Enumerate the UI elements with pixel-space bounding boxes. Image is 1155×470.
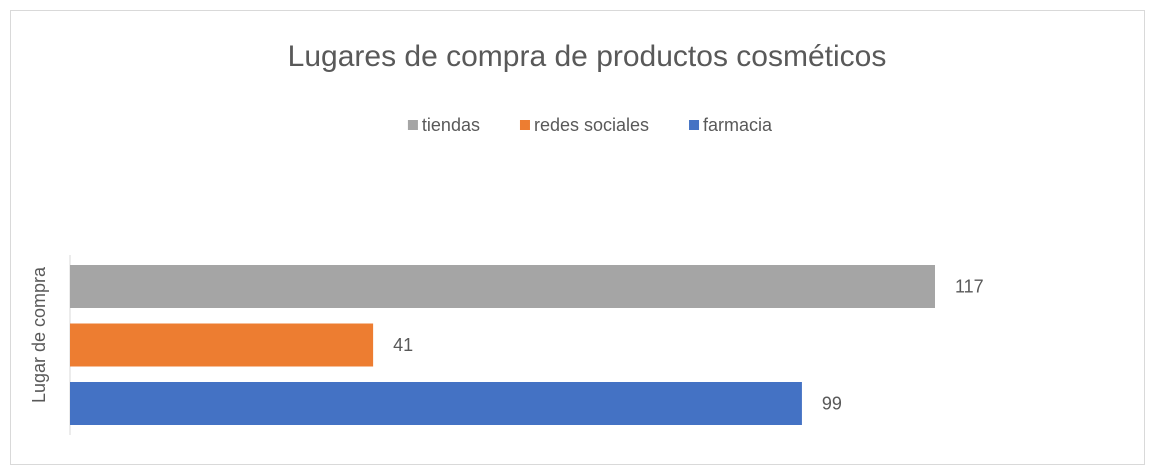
bar [70,382,802,425]
y-axis-title: Lugar de compra [29,266,49,403]
value-label: 41 [393,335,413,355]
value-label: 99 [822,393,842,413]
legend-label: farmacia [703,115,773,135]
bar [70,323,374,367]
legend-label: redes sociales [534,115,649,135]
legend-swatch [689,120,700,130]
chart-title: Lugares de compra de productos cosmético… [288,40,887,73]
value-label: 117 [955,276,984,296]
legend-swatch [407,120,418,130]
bar [70,265,935,308]
legend-swatch [519,120,530,130]
legend-label: tiendas [422,115,480,135]
